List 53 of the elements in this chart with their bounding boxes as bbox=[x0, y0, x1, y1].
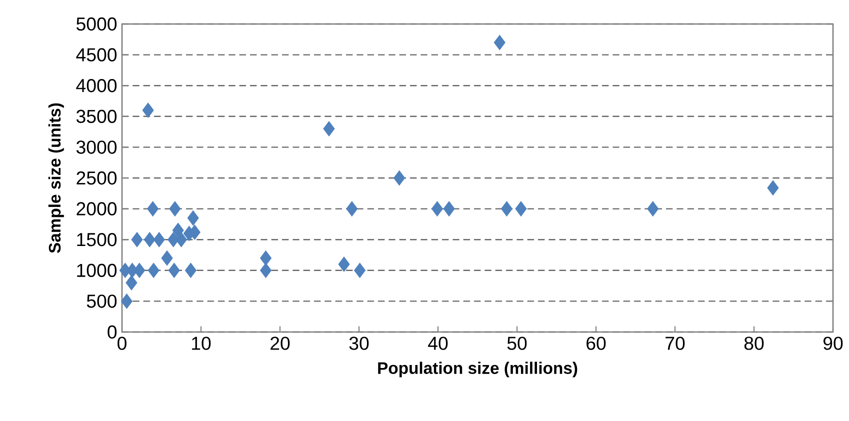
point bbox=[147, 201, 159, 216]
y-tick-label: 2500 bbox=[76, 171, 117, 185]
point bbox=[647, 201, 659, 216]
point bbox=[394, 170, 406, 186]
point bbox=[500, 201, 513, 216]
y-axis-title: Sample size (units) bbox=[48, 103, 64, 253]
y-tick-label: 4000 bbox=[76, 78, 117, 92]
point bbox=[494, 34, 506, 50]
point bbox=[515, 201, 527, 216]
y-tick-label: 5000 bbox=[76, 17, 117, 31]
y-tick-label: 1000 bbox=[77, 264, 117, 278]
point bbox=[184, 262, 197, 278]
point bbox=[338, 256, 350, 272]
x-tick-label: 70 bbox=[666, 336, 685, 350]
y-tick-label: 3000 bbox=[76, 140, 117, 154]
point bbox=[169, 201, 181, 216]
x-tick-label: 10 bbox=[192, 336, 211, 350]
point bbox=[172, 222, 184, 238]
x-tick-label: 80 bbox=[744, 336, 764, 350]
point bbox=[148, 262, 160, 278]
x-tick-label: 60 bbox=[586, 336, 606, 350]
point bbox=[187, 210, 199, 226]
x-tick-label: 20 bbox=[270, 336, 290, 350]
y-tick-label: 3500 bbox=[76, 110, 117, 124]
x-tick-label: 50 bbox=[507, 336, 527, 350]
y-tick-label: 1500 bbox=[77, 232, 117, 246]
point bbox=[767, 180, 779, 196]
y-tick-label: 0 bbox=[108, 325, 117, 339]
y-tick-label: 500 bbox=[86, 294, 117, 308]
point bbox=[431, 201, 443, 216]
y-tick-label: 2000 bbox=[76, 202, 117, 216]
point bbox=[161, 250, 173, 266]
x-tick-label: 0 bbox=[118, 336, 126, 350]
point bbox=[153, 232, 165, 248]
y-tick-label: 4500 bbox=[76, 48, 117, 62]
point bbox=[131, 232, 143, 248]
point bbox=[175, 232, 188, 248]
point bbox=[260, 250, 272, 266]
point bbox=[168, 262, 180, 278]
point bbox=[346, 201, 358, 216]
point bbox=[354, 262, 366, 278]
x-tick-label: 40 bbox=[428, 336, 448, 350]
x-tick-label: 90 bbox=[824, 336, 843, 350]
point bbox=[120, 294, 133, 309]
point bbox=[134, 262, 146, 278]
point bbox=[142, 102, 154, 118]
point bbox=[260, 262, 272, 278]
x-tick-label: 30 bbox=[349, 336, 369, 350]
point bbox=[323, 121, 335, 136]
point bbox=[144, 232, 156, 248]
point bbox=[443, 201, 455, 216]
x-axis-title: Population size (millions) bbox=[378, 362, 578, 378]
point bbox=[126, 275, 138, 290]
